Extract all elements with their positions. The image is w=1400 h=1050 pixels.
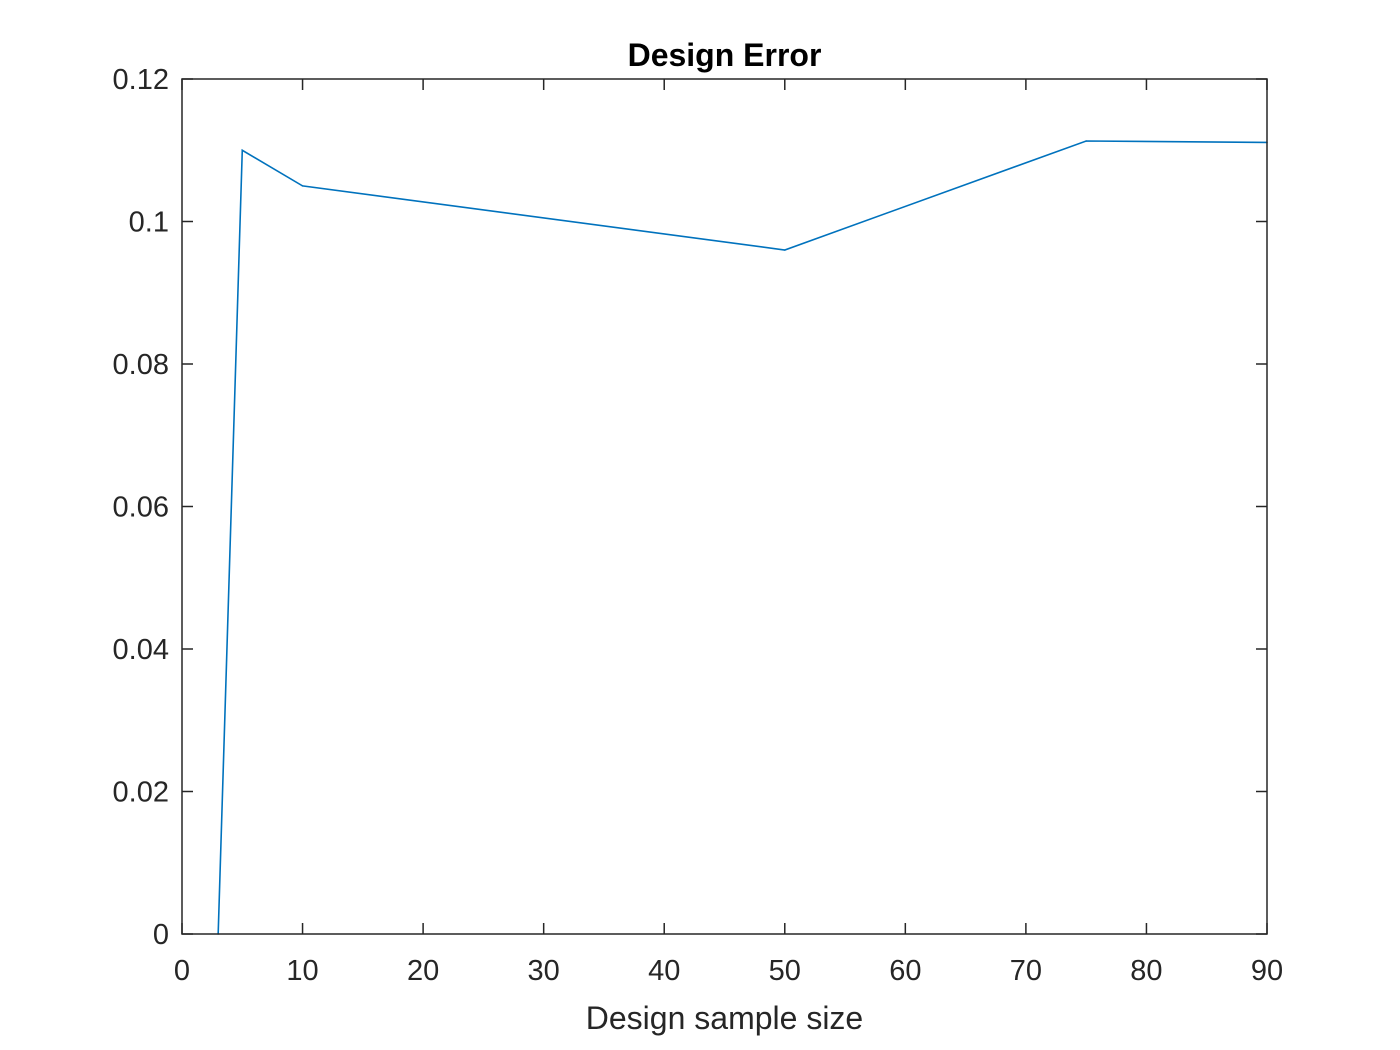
y-tick-label: 0.1 — [129, 207, 169, 239]
data-point — [1085, 140, 1087, 142]
y-tick-label: 0.08 — [113, 349, 169, 381]
y-tick-label: 0 — [153, 919, 169, 951]
x-tick-label: 30 — [528, 955, 560, 987]
data-point — [783, 249, 786, 251]
data-point — [241, 149, 244, 152]
x-tick-label: 60 — [889, 955, 921, 987]
labels-layer: 0 10 20 30 40 50 60 70 80 90 0 0.02 0.04 0.06 0.08 0.1 0… — [113, 64, 1284, 987]
x-tick-label: 40 — [648, 955, 680, 987]
y-tick-label: 0.12 — [113, 64, 169, 96]
plot-area — [182, 79, 1267, 934]
x-tick-label: 90 — [1251, 955, 1283, 987]
chart-title: Design Error — [628, 37, 822, 73]
x-tick-label: 50 — [769, 955, 801, 987]
x-tick-label: 0 — [174, 955, 190, 987]
y-tick-label: 0.06 — [113, 492, 169, 524]
x-tick-label: 20 — [407, 955, 439, 987]
axes-box — [181, 78, 1268, 935]
x-tick-label: 10 — [286, 955, 318, 987]
series-line — [217, 140, 1268, 935]
y-tick-label: 0.04 — [113, 634, 169, 666]
x-tick-label: 70 — [1010, 955, 1042, 987]
data-point — [301, 185, 304, 187]
x-axis-label: Design sample size — [586, 1000, 863, 1036]
y-tick-label: 0.02 — [113, 777, 169, 809]
x-tick-label: 80 — [1130, 955, 1162, 987]
